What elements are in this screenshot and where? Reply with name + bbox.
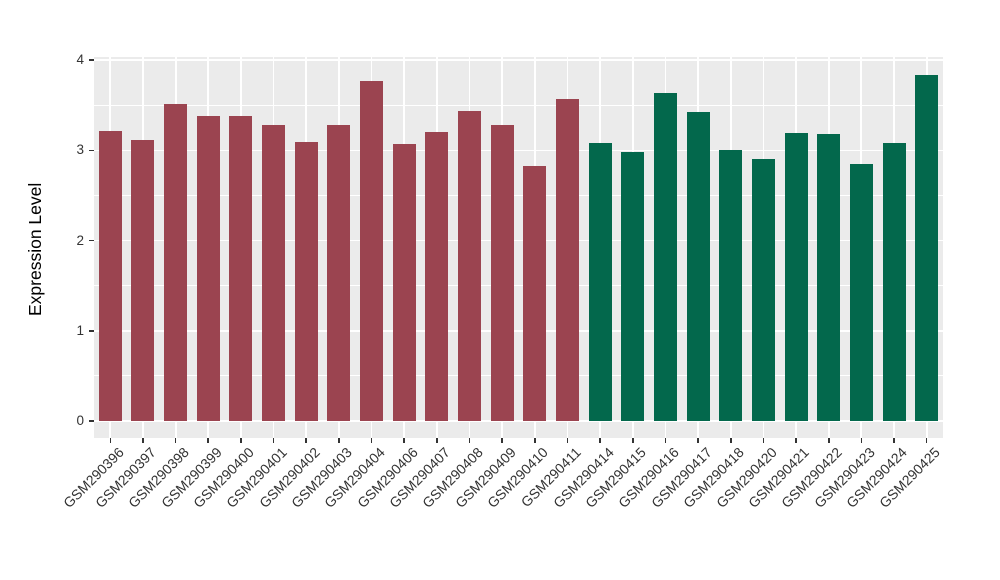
x-tick-mark (174, 438, 177, 443)
y-tick-label: 2 (76, 232, 84, 248)
gridline-minor (94, 194, 943, 197)
x-tick-mark (468, 438, 471, 443)
y-tick-mark (89, 239, 94, 242)
gridline-major (94, 329, 943, 332)
x-tick-mark (860, 438, 863, 443)
gridline-major (94, 59, 943, 62)
x-tick-mark (109, 438, 112, 443)
bar (327, 125, 351, 421)
y-tick-mark (89, 149, 94, 152)
y-tick-label: 3 (76, 142, 84, 158)
x-tick-mark (925, 438, 928, 443)
bar (196, 116, 220, 421)
y-axis-title: Expression Level (25, 182, 45, 316)
x-tick-mark (534, 438, 536, 443)
bar (360, 80, 384, 421)
bar (653, 92, 677, 421)
bar (915, 74, 939, 421)
bar (490, 125, 514, 421)
bar (588, 143, 612, 421)
bar (262, 125, 286, 421)
x-tick-mark (893, 438, 895, 443)
bar (882, 143, 906, 421)
x-tick-mark (827, 438, 830, 443)
y-tick-mark (89, 59, 94, 61)
bar (392, 144, 416, 421)
x-tick-mark (501, 438, 503, 443)
x-tick-mark (729, 438, 732, 443)
x-tick-mark (697, 438, 699, 443)
bar (817, 134, 841, 421)
y-tick-mark (89, 420, 94, 422)
bar (458, 110, 482, 421)
x-tick-mark (566, 438, 569, 443)
x-tick-mark (795, 438, 797, 443)
bar (621, 152, 645, 421)
y-tick-label: 4 (76, 52, 84, 68)
bar (294, 142, 318, 421)
x-tick-mark (142, 438, 144, 443)
y-tick-mark (89, 330, 94, 332)
x-tick-mark (272, 438, 275, 443)
x-tick-mark (436, 438, 438, 443)
x-tick-mark (240, 438, 242, 443)
gridline-major (94, 420, 943, 422)
bar (849, 163, 873, 421)
bar (719, 150, 743, 421)
plot-panel (94, 57, 943, 438)
y-tick-label: 1 (76, 322, 84, 338)
bar (751, 159, 775, 421)
x-tick-mark (664, 438, 667, 443)
bar (98, 131, 122, 421)
x-tick-mark (631, 438, 634, 443)
bar (131, 139, 155, 421)
bar (425, 132, 449, 421)
x-tick-mark (403, 438, 405, 443)
x-tick-mark (762, 438, 765, 443)
x-tick-mark (305, 438, 308, 443)
gridline-major (94, 149, 943, 152)
gridline-minor (94, 285, 943, 287)
x-tick-mark (599, 438, 601, 443)
x-tick-mark (207, 438, 210, 443)
gridline-minor (94, 104, 943, 106)
x-tick-mark (338, 438, 340, 443)
x-tick-mark (370, 438, 373, 443)
gridline-major (94, 239, 943, 242)
bar (164, 104, 188, 421)
bar (523, 165, 547, 421)
y-tick-label: 0 (76, 413, 84, 428)
bar (555, 99, 579, 421)
bar (229, 116, 253, 421)
bar (686, 111, 710, 421)
bar (784, 133, 808, 421)
gridline-minor (94, 375, 943, 377)
